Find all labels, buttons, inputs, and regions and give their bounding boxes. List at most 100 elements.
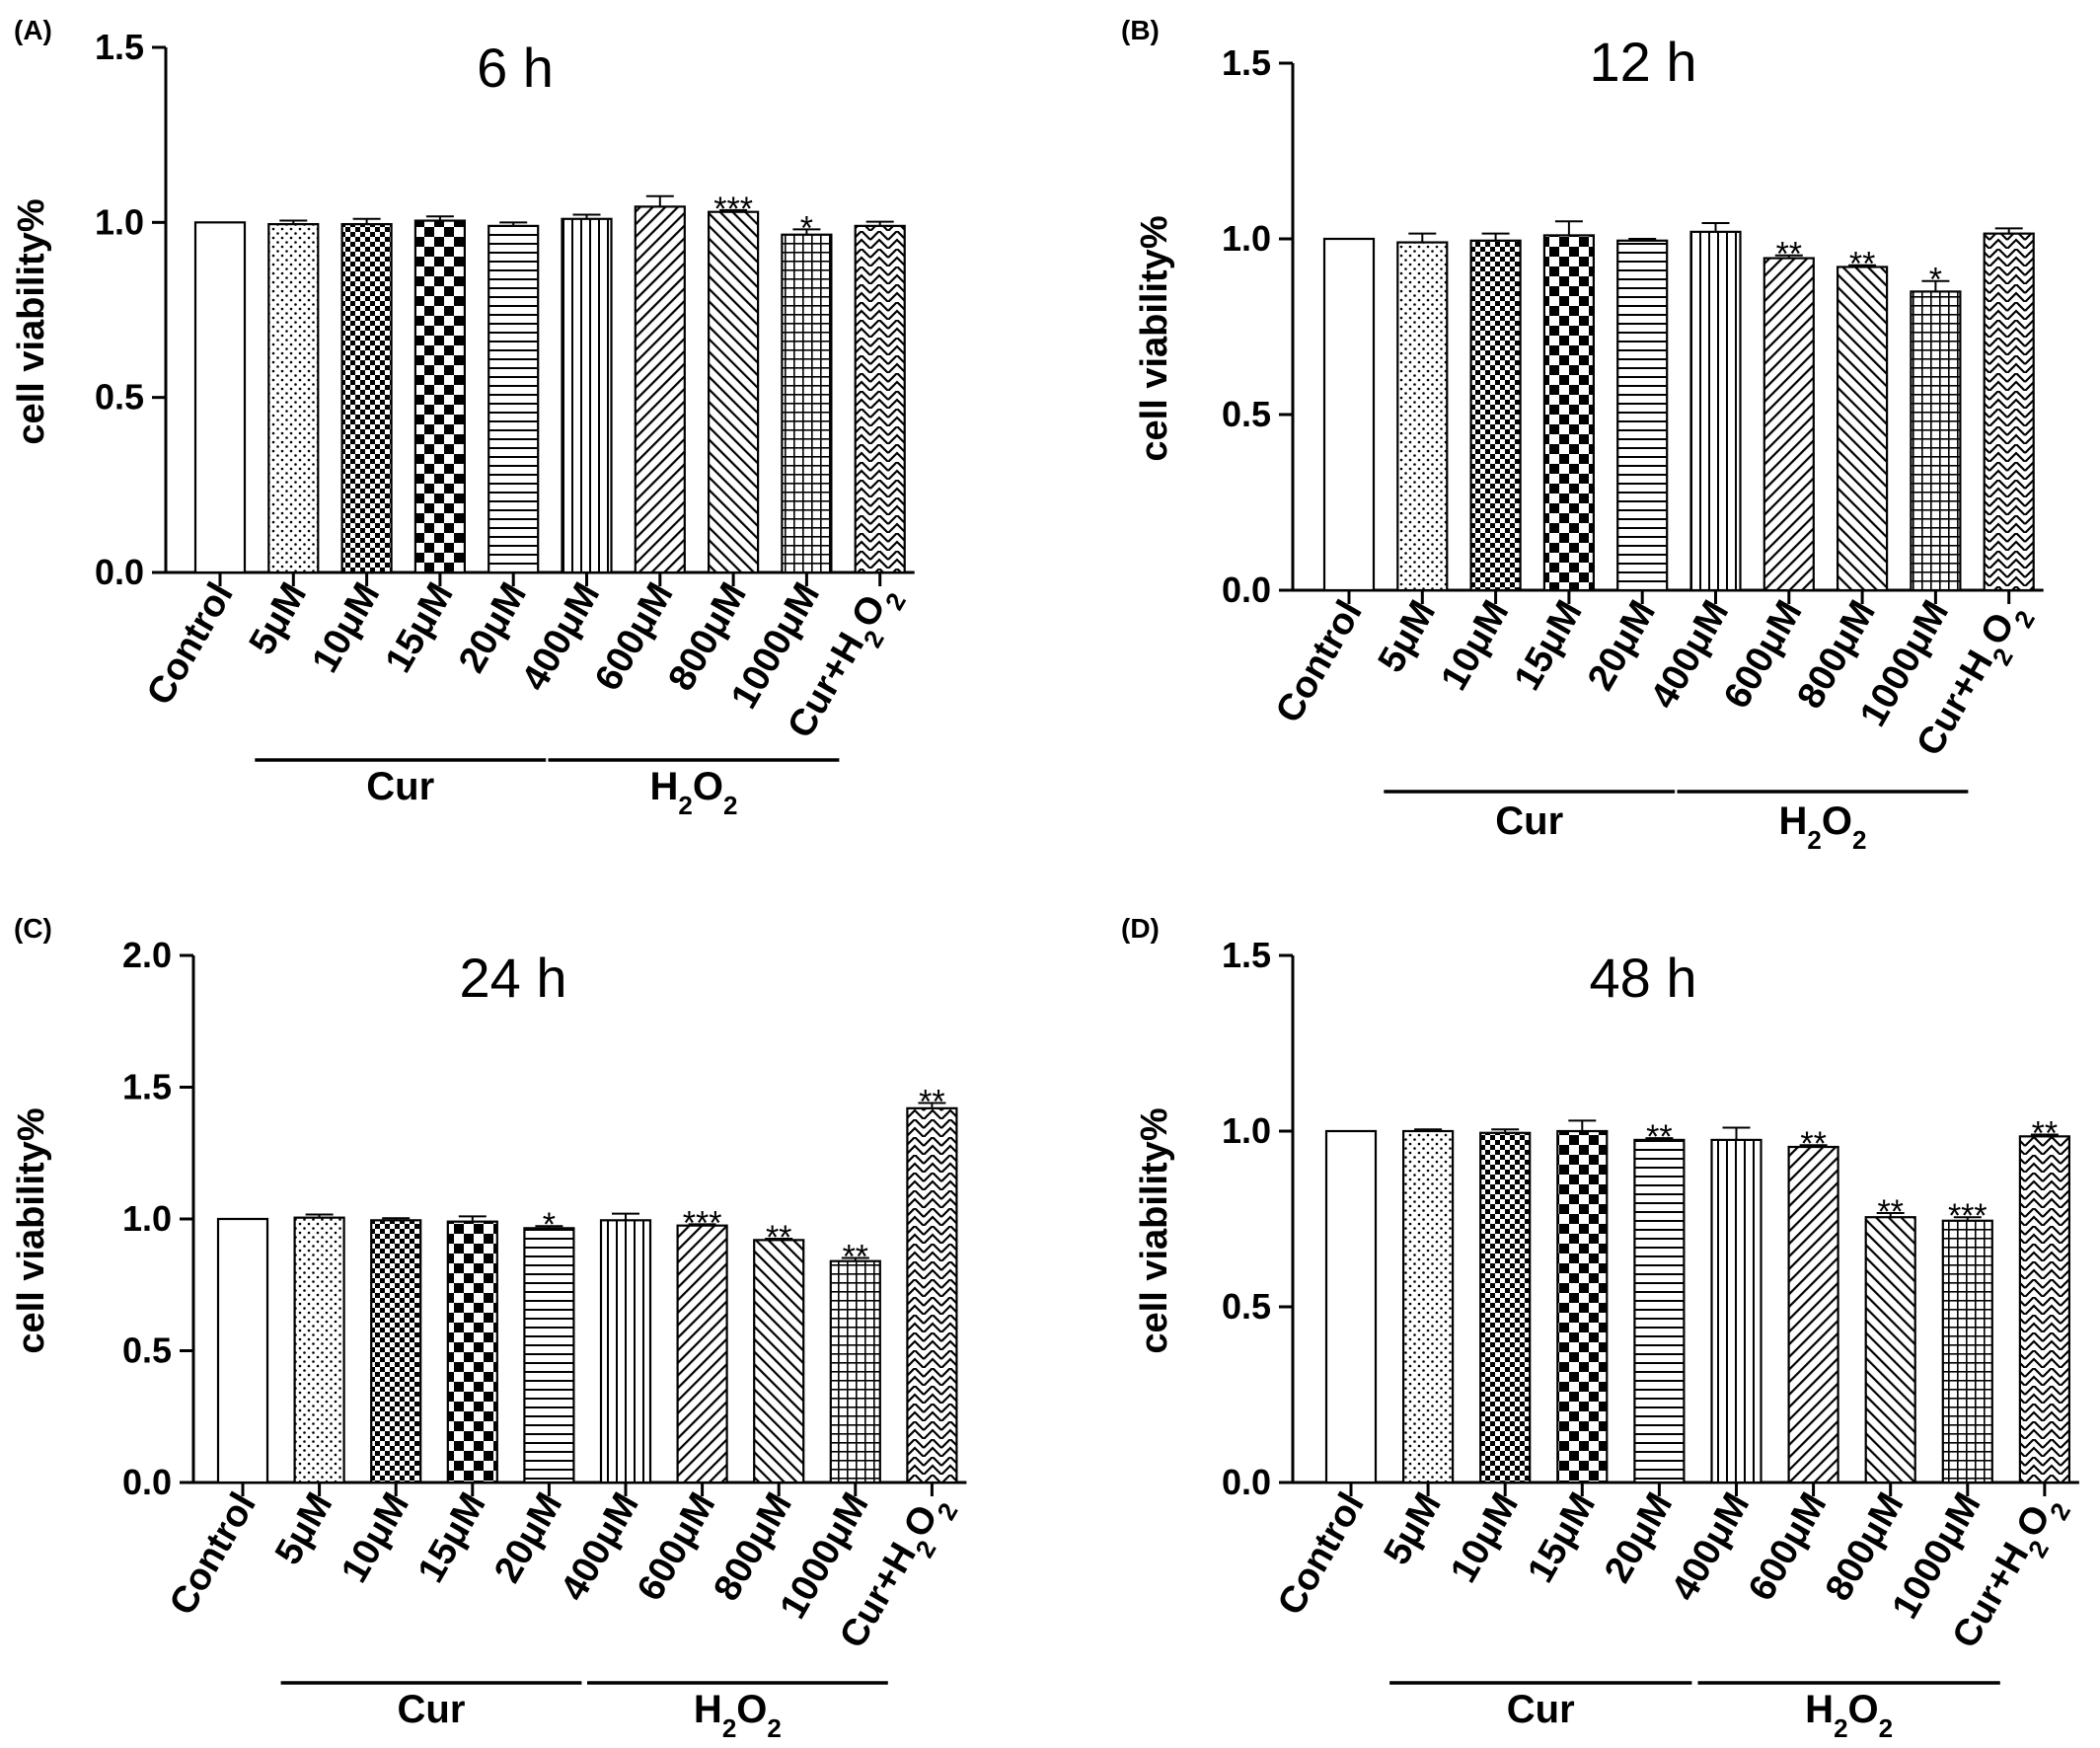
bar bbox=[1324, 1129, 1378, 1484]
category-label: 15μM bbox=[411, 1486, 494, 1590]
bar bbox=[1910, 290, 1962, 592]
y-tick-label: 0.5 bbox=[122, 1330, 172, 1371]
chart-title: 48 h bbox=[1590, 947, 1697, 1009]
category-label: 5μM bbox=[1376, 1486, 1449, 1572]
y-tick-label: 0.5 bbox=[95, 377, 144, 418]
significance-label: ** bbox=[919, 1084, 944, 1121]
bar bbox=[413, 219, 466, 574]
y-tick-label: 0.0 bbox=[95, 552, 144, 592]
significance-label: *** bbox=[1948, 1197, 1988, 1235]
category-label: Control bbox=[162, 1486, 264, 1623]
chart-panel: (B) 12 h cell viability% 0.0 0.5 1.0 1.5 Contro… bbox=[1121, 15, 2044, 855]
bar bbox=[1633, 1138, 1686, 1484]
bar bbox=[1479, 1131, 1532, 1484]
bar bbox=[1322, 237, 1376, 592]
bar bbox=[634, 205, 686, 574]
chart-panel: (A) 6 h cell viability% 0.0 0.5 1.0 1.5 Control… bbox=[11, 15, 915, 820]
category-label: Control bbox=[139, 576, 242, 713]
group-label: Cur bbox=[1495, 799, 1563, 843]
bar bbox=[340, 223, 393, 574]
bar bbox=[599, 1219, 652, 1484]
chart-title: 6 h bbox=[477, 37, 554, 99]
category-label: 10μM bbox=[1433, 594, 1517, 698]
category-label: Control bbox=[1268, 594, 1371, 730]
bar bbox=[829, 1259, 881, 1484]
significance-label: ** bbox=[1877, 1193, 1903, 1231]
chart-panel: (C) 24 h cell viability% 0.0 0.5 1.0 1.5 2.0 Con… bbox=[11, 913, 967, 1743]
significance-label: ** bbox=[1849, 246, 1875, 283]
bar bbox=[676, 1224, 728, 1484]
panel-letter: (B) bbox=[1121, 15, 1160, 45]
y-tick-label: 1.0 bbox=[95, 201, 144, 242]
group-label: H2O2 bbox=[1778, 799, 1866, 855]
y-tick-label: 1.5 bbox=[95, 27, 144, 67]
category-label: 20μM bbox=[487, 1486, 570, 1590]
group-label: Cur bbox=[1507, 1688, 1575, 1731]
y-tick-label: 1.0 bbox=[1222, 1110, 1271, 1151]
panel-letter: (C) bbox=[14, 913, 52, 944]
bar bbox=[1556, 1129, 1609, 1484]
significance-label: ** bbox=[2032, 1115, 2058, 1153]
category-label: 15μM bbox=[378, 576, 462, 680]
category-label: 10μM bbox=[1443, 1486, 1527, 1590]
group-label: Cur bbox=[398, 1688, 466, 1731]
significance-label: * bbox=[543, 1206, 556, 1244]
y-axis-label: cell viability% bbox=[11, 1107, 52, 1353]
group-label: H2O2 bbox=[694, 1688, 782, 1743]
chart-panel: (D) 48 h cell viability% 0.0 0.5 1.0 1.5 Contro… bbox=[1121, 913, 2079, 1743]
bar bbox=[267, 223, 320, 574]
category-label: 5μM bbox=[1371, 594, 1444, 680]
bar bbox=[1710, 1138, 1762, 1484]
bar bbox=[1762, 257, 1815, 592]
bar bbox=[753, 1239, 805, 1484]
category-label: 15μM bbox=[1520, 1486, 1604, 1590]
significance-label: ** bbox=[843, 1239, 868, 1276]
bar bbox=[906, 1106, 958, 1484]
bar bbox=[1396, 241, 1449, 592]
y-axis-label: cell viability% bbox=[1134, 1107, 1175, 1353]
group-label: H2O2 bbox=[649, 765, 737, 820]
chart-title: 24 h bbox=[460, 947, 567, 1009]
y-tick-label: 1.5 bbox=[1222, 42, 1271, 83]
category-label: 20μM bbox=[1597, 1486, 1681, 1590]
category-label: 15μM bbox=[1507, 594, 1591, 698]
bar bbox=[1616, 239, 1669, 592]
bar bbox=[707, 210, 760, 574]
bar bbox=[488, 224, 540, 574]
bar bbox=[1941, 1219, 1993, 1484]
y-tick-label: 0.0 bbox=[1222, 1462, 1271, 1502]
category-label: 5μM bbox=[242, 576, 315, 662]
category-label: 10μM bbox=[304, 576, 388, 680]
bar bbox=[781, 233, 833, 574]
significance-label: * bbox=[800, 209, 813, 247]
y-tick-label: 0.0 bbox=[1222, 570, 1271, 610]
bar bbox=[523, 1227, 575, 1484]
bar bbox=[561, 217, 613, 574]
bar bbox=[854, 224, 906, 574]
bar bbox=[1469, 239, 1522, 592]
significance-label: ** bbox=[1646, 1118, 1672, 1156]
category-label: 10μM bbox=[334, 1486, 417, 1590]
y-tick-label: 0.0 bbox=[122, 1462, 172, 1502]
significance-label: ** bbox=[1800, 1125, 1826, 1163]
panel-letter: (A) bbox=[14, 15, 52, 45]
y-tick-label: 2.0 bbox=[122, 935, 172, 975]
significance-label: * bbox=[1929, 262, 1942, 299]
significance-label: ** bbox=[1776, 236, 1802, 273]
bar bbox=[216, 1217, 269, 1484]
category-label: Control bbox=[1270, 1486, 1373, 1623]
y-tick-label: 0.5 bbox=[1222, 394, 1271, 434]
significance-label: ** bbox=[766, 1219, 791, 1256]
group-label: Cur bbox=[366, 765, 434, 808]
y-tick-label: 1.5 bbox=[122, 1067, 172, 1107]
y-tick-label: 0.5 bbox=[1222, 1286, 1271, 1327]
bar bbox=[1787, 1145, 1839, 1484]
bar bbox=[193, 221, 247, 574]
bar bbox=[1689, 230, 1742, 592]
y-axis-label: cell viability% bbox=[1134, 215, 1175, 461]
y-tick-label: 1.0 bbox=[122, 1198, 172, 1239]
y-axis-label: cell viability% bbox=[11, 198, 52, 444]
bar bbox=[1401, 1129, 1455, 1484]
bar bbox=[2018, 1135, 2071, 1484]
